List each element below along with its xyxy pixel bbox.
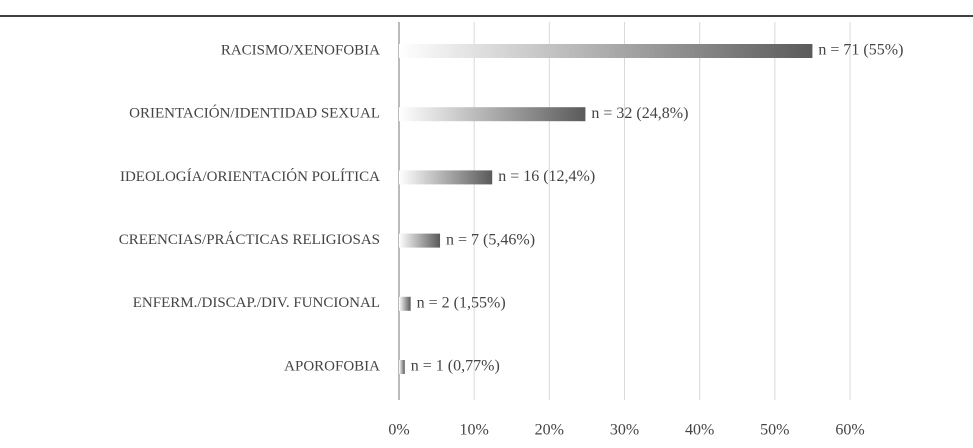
value-label: n = 71 (55%) (818, 42, 903, 59)
bar (399, 233, 441, 248)
value-label: n = 2 (1,55%) (417, 294, 506, 311)
y-tick-label: CREENCIAS/PRÁCTICAS RELIGIOSAS (119, 231, 380, 248)
y-tick-label: APOROFOBIA (284, 358, 380, 374)
x-tick-label: 50% (760, 422, 789, 439)
x-tick-label: 0% (388, 422, 409, 439)
bar (399, 107, 586, 122)
x-tick-label: 40% (685, 422, 714, 439)
value-label: n = 32 (24,8%) (591, 105, 688, 122)
y-tick-label: IDEOLOGÍA/ORIENTACIÓN POLÍTICA (120, 168, 380, 185)
x-tick-label: 60% (835, 422, 864, 439)
bar (399, 44, 813, 58)
y-tick-label: ENFERM./DISCAP./DIV. FUNCIONAL (133, 295, 380, 311)
value-label: n = 7 (5,46%) (446, 231, 535, 248)
bar (399, 360, 405, 374)
x-tick-label: 30% (610, 422, 639, 439)
bar (399, 296, 411, 311)
y-tick-label: RACISMO/XENOFOBIA (221, 42, 380, 58)
bar (399, 170, 493, 185)
x-tick-label: 10% (460, 422, 489, 439)
value-label: n = 16 (12,4%) (498, 168, 595, 185)
x-tick-label: 20% (535, 422, 564, 439)
value-label: n = 1 (0,77%) (411, 358, 500, 375)
y-tick-label: ORIENTACIÓN/IDENTIDAD SEXUAL (129, 105, 380, 122)
